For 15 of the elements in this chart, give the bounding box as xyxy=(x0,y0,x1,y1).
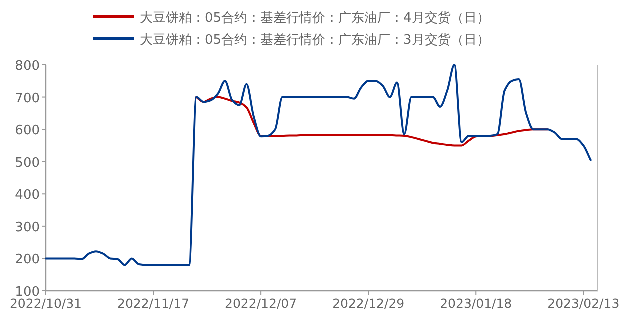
x-tick-label: 2023/02/13 xyxy=(548,296,620,311)
legend-label: 大豆饼粕：05合约：基差行情价：广东油厂：4月交货（日） xyxy=(140,10,490,26)
x-tick-label: 2022/12/07 xyxy=(225,296,298,311)
x-tick-label: 2023/01/18 xyxy=(440,296,512,311)
x-tick-label: 2022/11/17 xyxy=(118,296,190,311)
y-tick-label: 400 xyxy=(15,188,40,204)
y-tick-label: 800 xyxy=(15,59,40,74)
y-tick-label: 600 xyxy=(15,124,40,139)
y-tick-label: 300 xyxy=(15,220,40,236)
y-tick-label: 200 xyxy=(15,252,40,268)
y-tick-label: 700 xyxy=(15,91,40,106)
y-tick-label: 500 xyxy=(15,156,40,171)
x-tick-label: 2022/12/29 xyxy=(332,296,405,311)
line-series xyxy=(45,64,592,266)
legend-label: 大豆饼粕：05合约：基差行情价：广东油厂：3月交货（日） xyxy=(140,32,490,48)
